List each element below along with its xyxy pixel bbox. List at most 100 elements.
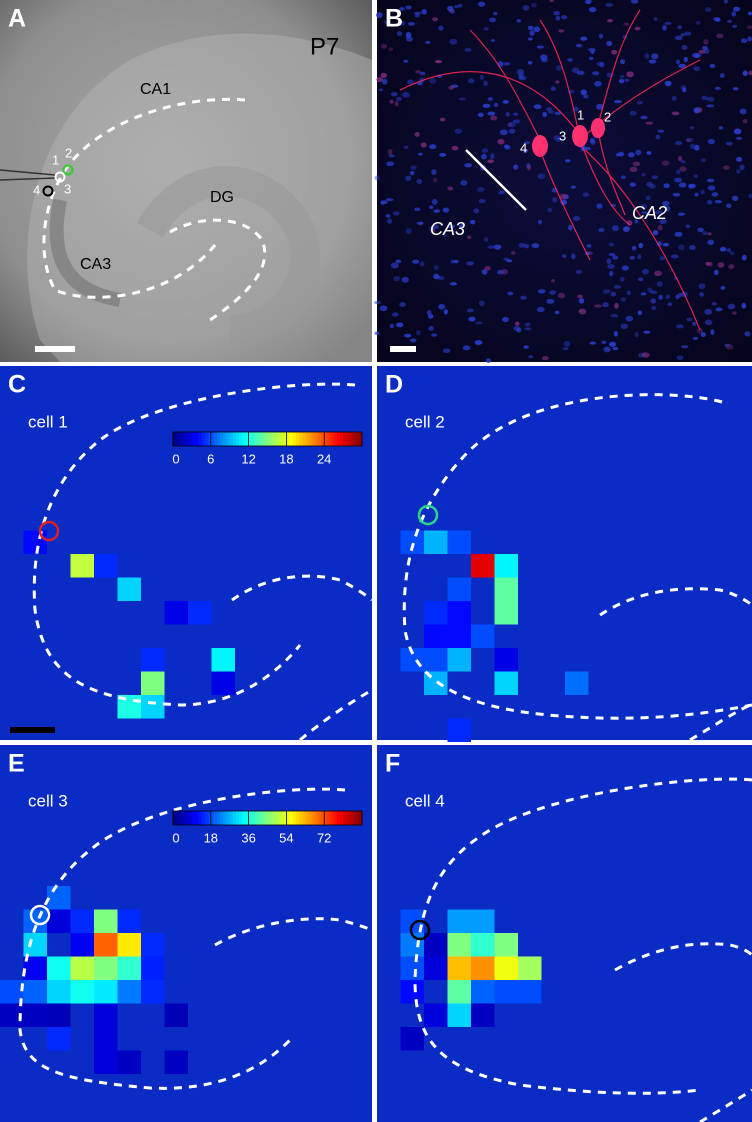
colorbar-segment bbox=[330, 432, 335, 446]
heatmap-cell bbox=[94, 909, 118, 933]
colorbar-segment bbox=[289, 811, 294, 825]
colorbar-segment bbox=[226, 811, 231, 825]
recorded-cell bbox=[38, 520, 60, 542]
heatmap-cell bbox=[424, 648, 448, 672]
nucleus bbox=[390, 92, 398, 97]
heatmap-cell bbox=[70, 933, 94, 957]
heatmap-cell bbox=[23, 1003, 47, 1027]
nucleus bbox=[568, 224, 573, 231]
neuron-soma bbox=[532, 135, 548, 157]
heatmap-cell bbox=[400, 956, 424, 980]
nucleus bbox=[699, 292, 704, 297]
heatmap-cell bbox=[471, 624, 495, 648]
nucleus bbox=[735, 136, 743, 141]
nucleus bbox=[637, 254, 642, 260]
nucleus bbox=[679, 166, 687, 172]
heatmap-cell bbox=[117, 909, 141, 933]
layer-outline bbox=[413, 777, 752, 1095]
heatmap-cell bbox=[447, 718, 471, 742]
nucleus bbox=[538, 219, 543, 225]
nucleus bbox=[723, 0, 728, 4]
nucleus bbox=[592, 71, 600, 76]
nucleus bbox=[524, 244, 530, 249]
nucleus bbox=[410, 165, 417, 170]
nucleus bbox=[671, 95, 677, 101]
nucleus bbox=[620, 323, 629, 330]
nucleus bbox=[708, 261, 713, 267]
heatmap-cell bbox=[94, 554, 118, 578]
nucleus bbox=[747, 36, 752, 42]
heatmap-cell bbox=[447, 956, 471, 980]
colorbar-segment bbox=[195, 432, 199, 446]
nucleus bbox=[434, 59, 443, 64]
layer-outline bbox=[299, 688, 373, 742]
nucleus bbox=[454, 128, 463, 134]
colorbar-segment bbox=[336, 811, 341, 825]
nucleus bbox=[428, 326, 435, 331]
nucleus bbox=[401, 92, 410, 98]
panel-label: C bbox=[8, 371, 26, 399]
nucleus bbox=[634, 331, 639, 338]
nucleus bbox=[700, 332, 706, 338]
nucleus bbox=[675, 59, 681, 65]
heatmap-cell bbox=[117, 577, 141, 601]
nucleus bbox=[477, 186, 485, 193]
colorbar-segment bbox=[270, 811, 275, 825]
nucleus bbox=[632, 161, 641, 167]
nucleus bbox=[447, 5, 454, 12]
colorbar-segment bbox=[311, 432, 316, 446]
nucleus bbox=[736, 156, 743, 162]
heatmap-cell bbox=[424, 956, 448, 980]
colorbar-segment bbox=[210, 432, 215, 446]
nucleus bbox=[704, 308, 713, 315]
nucleus bbox=[555, 15, 561, 21]
nucleus bbox=[442, 233, 447, 237]
nucleus bbox=[531, 2, 537, 8]
colorbar-segment bbox=[308, 811, 313, 825]
nucleus bbox=[662, 200, 670, 207]
nucleus bbox=[575, 43, 583, 48]
heatmap-cell bbox=[518, 980, 542, 1004]
colorbar-segment bbox=[176, 811, 180, 825]
nucleus bbox=[655, 134, 661, 140]
nucleus bbox=[499, 129, 508, 136]
nucleus bbox=[700, 189, 705, 195]
heatmap-cell bbox=[494, 554, 518, 578]
nucleus bbox=[524, 140, 530, 145]
colorbar-segment bbox=[232, 811, 237, 825]
nucleus bbox=[594, 81, 602, 87]
nucleus bbox=[493, 244, 502, 250]
colorbar-segment bbox=[258, 432, 262, 446]
nucleus bbox=[502, 99, 509, 104]
nucleus bbox=[678, 182, 687, 188]
nucleus bbox=[504, 144, 509, 149]
colorbar-tick-label: 36 bbox=[241, 830, 255, 845]
colorbar-segment bbox=[292, 811, 297, 825]
colorbar-segment bbox=[220, 811, 224, 825]
colorbar-segment bbox=[311, 811, 316, 825]
recorded-cell bbox=[409, 919, 431, 941]
nucleus bbox=[415, 13, 420, 18]
nucleus bbox=[644, 53, 650, 59]
heatmap-cell bbox=[94, 1050, 118, 1074]
nucleus bbox=[414, 207, 421, 212]
nucleus bbox=[433, 275, 441, 279]
dentate-gyrus bbox=[136, 166, 321, 345]
nucleus bbox=[533, 26, 541, 33]
nucleus bbox=[490, 39, 496, 43]
heatmap-cell bbox=[447, 624, 471, 648]
nucleus bbox=[551, 279, 556, 283]
pyramidal-layer bbox=[42, 97, 246, 299]
nucleus bbox=[536, 306, 545, 313]
nucleus bbox=[680, 345, 689, 349]
colorbar-segment bbox=[248, 432, 253, 446]
scale-bar bbox=[390, 346, 416, 352]
nucleus bbox=[690, 143, 696, 149]
nucleus bbox=[486, 358, 491, 364]
colorbar-segment bbox=[185, 432, 190, 446]
nucleus bbox=[403, 145, 409, 149]
nucleus bbox=[564, 159, 571, 163]
